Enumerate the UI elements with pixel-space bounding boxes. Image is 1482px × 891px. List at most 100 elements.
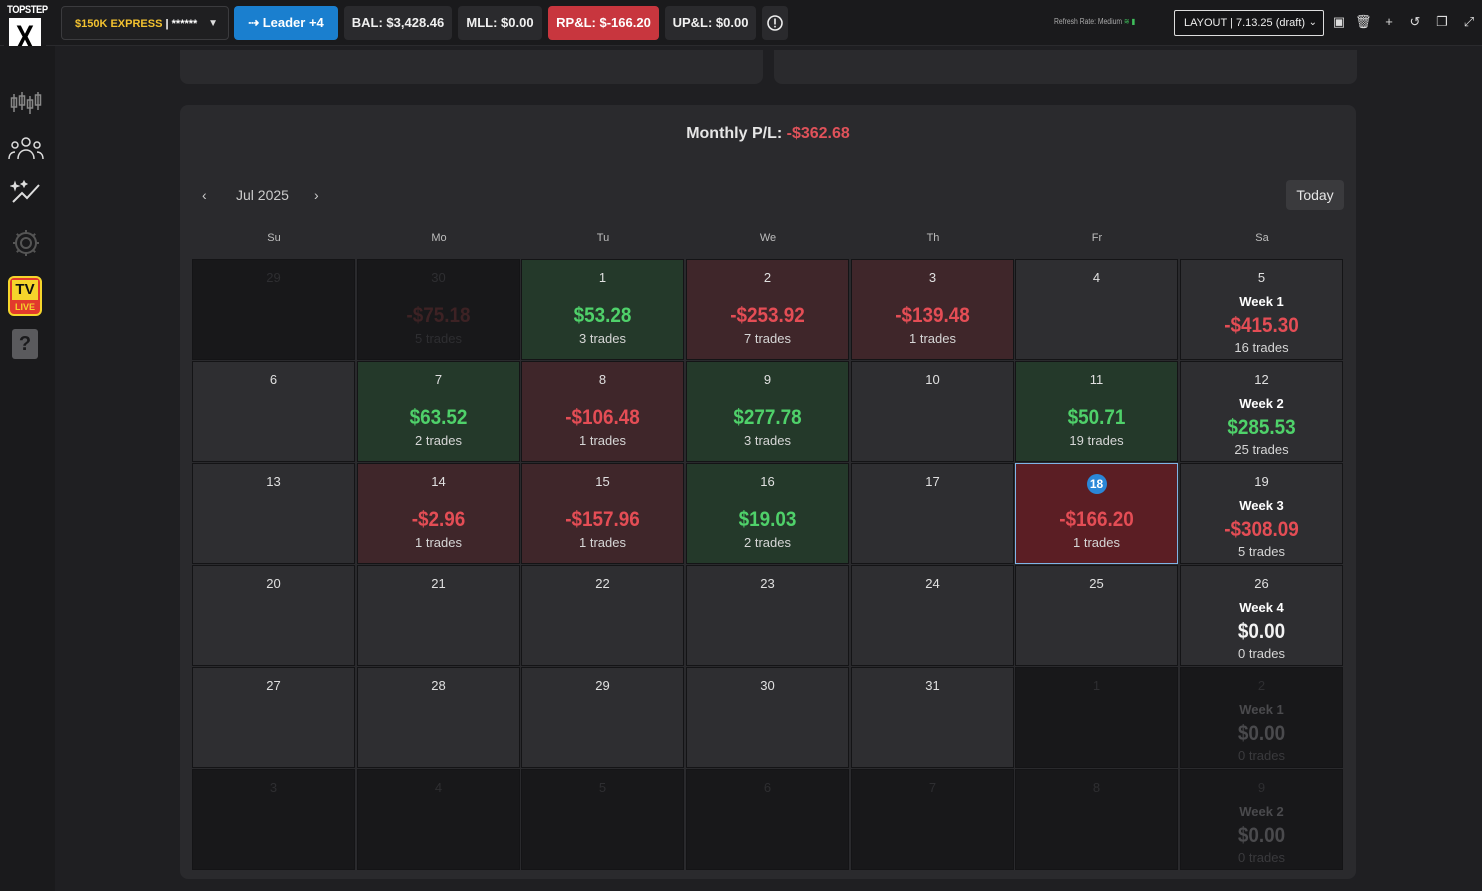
day-trade-count: 2 trades xyxy=(744,535,791,550)
week-summary-cell[interactable]: 2 Week 1 $0.00 0 trades xyxy=(1180,667,1343,768)
chevron-right-icon[interactable]: › xyxy=(314,187,319,203)
wifi-icon: ≋ ▮ xyxy=(1123,17,1136,26)
day-trade-count: 5 trades xyxy=(415,331,462,346)
calendar-day-cell[interactable]: 7 $63.52 2 trades xyxy=(357,361,520,462)
day-trade-count: 1 trades xyxy=(415,535,462,550)
day-number: 2 xyxy=(763,270,772,285)
day-number: 4 xyxy=(1092,270,1101,285)
chevron-left-icon[interactable]: ‹ xyxy=(202,187,207,203)
settings-gear-icon[interactable] xyxy=(8,227,44,259)
undo-icon[interactable]: ↺ xyxy=(1409,14,1421,29)
week-title: Week 3 xyxy=(1239,498,1284,513)
save-icon[interactable]: ▣ xyxy=(1332,14,1346,29)
info-icon[interactable] xyxy=(762,6,788,40)
calendar-day-cell[interactable]: 29 xyxy=(192,259,355,360)
calendar-day-cell[interactable]: 24 xyxy=(851,565,1014,666)
calendar-day-cell[interactable]: 9 $277.78 3 trades xyxy=(686,361,849,462)
calendar-day-cell[interactable]: 25 xyxy=(1015,565,1178,666)
account-selector[interactable]: $150K EXPRESS | ****** ▼ xyxy=(61,6,229,40)
top-bar: $150K EXPRESS | ****** ▼ ⇢ Leader +4 BAL… xyxy=(0,0,1482,46)
day-number: 12 xyxy=(1254,372,1269,387)
calendar-day-cell[interactable]: 22 xyxy=(521,565,684,666)
calendar-day-cell[interactable]: 15 -$157.96 1 trades xyxy=(521,463,684,564)
calendar-day-cell[interactable]: 8 -$106.48 1 trades xyxy=(521,361,684,462)
calendar-day-cell[interactable]: 17 xyxy=(851,463,1014,564)
calendar-day-cell[interactable]: 14 -$2.96 1 trades xyxy=(357,463,520,564)
calendar-day-cell[interactable]: 2 -$253.92 7 trades xyxy=(686,259,849,360)
day-trade-count: 7 trades xyxy=(744,331,791,346)
day-number: 7 xyxy=(928,780,937,795)
day-number: 10 xyxy=(925,372,940,387)
refresh-rate-label: Refresh Rate: Medium xyxy=(1054,17,1123,26)
calendar-day-cell[interactable]: 4 xyxy=(1015,259,1178,360)
candlestick-chart-icon[interactable] xyxy=(8,88,44,120)
calendar-day-cell[interactable]: 3 xyxy=(192,769,355,870)
day-number: 14 xyxy=(431,474,446,489)
week-pl-amount: $285.53 xyxy=(1227,416,1296,439)
calendar-day-cell[interactable]: 6 xyxy=(686,769,849,870)
calendar-day-cell[interactable]: 30 xyxy=(686,667,849,768)
account-masked: | ****** xyxy=(165,18,198,30)
calendar-day-cell[interactable]: 5 xyxy=(521,769,684,870)
calendar-day-cell[interactable]: 1 xyxy=(1015,667,1178,768)
week-summary-cell[interactable]: 19 Week 3 -$308.09 5 trades xyxy=(1180,463,1343,564)
calendar-day-cell[interactable]: 4 xyxy=(357,769,520,870)
day-number: 17 xyxy=(925,474,940,489)
calendar-day-cell[interactable]: 20 xyxy=(192,565,355,666)
week-pl-amount: $0.00 xyxy=(1237,824,1286,847)
week-summary-cell[interactable]: 9 Week 2 $0.00 0 trades xyxy=(1180,769,1343,870)
monthly-pl: Monthly P/L: -$362.68 xyxy=(180,125,1356,143)
day-number: 9 xyxy=(763,372,772,387)
week-title: Week 1 xyxy=(1239,294,1284,309)
week-summary-cell[interactable]: 26 Week 4 $0.00 0 trades xyxy=(1180,565,1343,666)
tv-live-icon[interactable]: TV LIVE xyxy=(8,276,42,316)
day-number: 16 xyxy=(760,474,775,489)
magic-chart-icon[interactable] xyxy=(8,178,44,210)
weekday-fr: Fr xyxy=(1091,232,1103,244)
calendar-day-cell[interactable]: 30 -$75.18 5 trades xyxy=(357,259,520,360)
day-number: 1 xyxy=(598,270,607,285)
calendar-day-cell[interactable]: 28 xyxy=(357,667,520,768)
weekday-tu: Tu xyxy=(596,232,610,244)
day-number: 9 xyxy=(1257,780,1266,795)
calendar-day-cell[interactable]: 10 xyxy=(851,361,1014,462)
today-button[interactable]: Today xyxy=(1286,180,1344,210)
trash-icon[interactable]: 🗑 xyxy=(1355,14,1372,29)
calendar-day-cell[interactable]: 23 xyxy=(686,565,849,666)
day-number: 20 xyxy=(266,576,281,591)
day-number: 6 xyxy=(269,372,278,387)
calendar-day-cell[interactable]: 13 xyxy=(192,463,355,564)
calendar-day-cell[interactable]: 1 $53.28 3 trades xyxy=(521,259,684,360)
day-number: 18 xyxy=(1016,474,1177,494)
day-number: 30 xyxy=(760,678,775,693)
leader-button[interactable]: ⇢ Leader +4 xyxy=(234,6,338,40)
calendar-day-cell[interactable]: 21 xyxy=(357,565,520,666)
week-pl-amount: -$415.30 xyxy=(1224,314,1299,337)
week-summary-cell[interactable]: 12 Week 2 $285.53 25 trades xyxy=(1180,361,1343,462)
week-title: Week 2 xyxy=(1239,396,1284,411)
layout-select[interactable]: LAYOUT | 7.13.25 (draft) ⌄ xyxy=(1174,10,1324,36)
week-summary-cell[interactable]: 5 Week 1 -$415.30 16 trades xyxy=(1180,259,1343,360)
add-icon[interactable]: + xyxy=(1385,14,1393,29)
calendar-day-cell[interactable]: 3 -$139.48 1 trades xyxy=(851,259,1014,360)
expand-icon[interactable]: ⤢ xyxy=(1463,14,1475,29)
users-icon[interactable] xyxy=(8,134,44,166)
calendar-day-cell[interactable]: 31 xyxy=(851,667,1014,768)
restore-window-icon[interactable]: ❐ xyxy=(1436,14,1448,29)
day-pl-amount: $53.28 xyxy=(573,304,632,327)
calendar-day-cell[interactable]: 18 -$166.20 1 trades xyxy=(1015,463,1178,564)
day-trade-count: 2 trades xyxy=(415,433,462,448)
help-icon[interactable]: ? xyxy=(12,329,38,359)
calendar-day-cell[interactable]: 16 $19.03 2 trades xyxy=(686,463,849,564)
day-number: 6 xyxy=(763,780,772,795)
calendar-day-cell[interactable]: 27 xyxy=(192,667,355,768)
calendar-day-cell[interactable]: 8 xyxy=(1015,769,1178,870)
calendar-day-cell[interactable]: 7 xyxy=(851,769,1014,870)
calendar-day-cell[interactable]: 29 xyxy=(521,667,684,768)
calendar-day-cell[interactable]: 11 $50.71 19 trades xyxy=(1015,361,1178,462)
week-title: Week 1 xyxy=(1239,702,1284,717)
day-number: 1 xyxy=(1092,678,1101,693)
calendar-day-cell[interactable]: 6 xyxy=(192,361,355,462)
day-trade-count: 19 trades xyxy=(1069,433,1124,448)
day-trade-count: 3 trades xyxy=(744,433,791,448)
